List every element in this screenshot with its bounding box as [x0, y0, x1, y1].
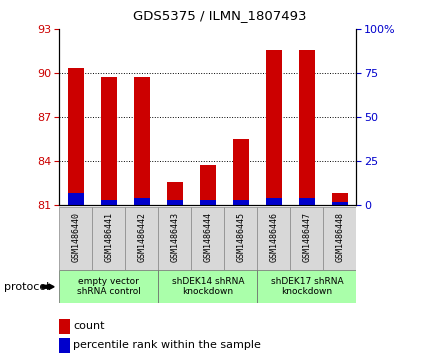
Text: GSM1486448: GSM1486448: [335, 212, 345, 262]
Text: protocol: protocol: [4, 282, 50, 292]
Bar: [200, 200, 216, 205]
Bar: [233, 139, 249, 205]
Bar: [134, 77, 150, 205]
Text: percentile rank within the sample: percentile rank within the sample: [73, 340, 261, 350]
Bar: [101, 200, 117, 205]
Text: count: count: [73, 321, 105, 331]
Text: empty vector
shRNA control: empty vector shRNA control: [77, 277, 141, 297]
Bar: [299, 198, 315, 205]
Text: GSM1486444: GSM1486444: [203, 212, 213, 262]
Bar: [92, 207, 125, 270]
Bar: [332, 193, 348, 205]
Bar: [191, 207, 224, 270]
Bar: [158, 207, 191, 270]
Text: GSM1486441: GSM1486441: [104, 212, 114, 262]
Bar: [266, 50, 282, 205]
Bar: [257, 207, 290, 270]
Bar: [290, 207, 323, 270]
Bar: [68, 68, 84, 205]
Bar: [224, 207, 257, 270]
Bar: [200, 166, 216, 205]
Text: GSM1486445: GSM1486445: [236, 212, 246, 262]
Text: shDEK14 shRNA
knockdown: shDEK14 shRNA knockdown: [172, 277, 244, 297]
Text: GSM1486447: GSM1486447: [302, 212, 312, 262]
Text: GSM1486442: GSM1486442: [137, 212, 147, 262]
Text: shDEK17 shRNA
knockdown: shDEK17 shRNA knockdown: [271, 277, 343, 297]
Text: GSM1486440: GSM1486440: [71, 212, 81, 262]
Bar: [59, 270, 158, 303]
Bar: [266, 198, 282, 205]
Bar: [68, 193, 84, 205]
Bar: [332, 201, 348, 205]
Text: GSM1486446: GSM1486446: [269, 212, 279, 262]
Bar: [167, 200, 183, 205]
Bar: [299, 50, 315, 205]
Bar: [158, 270, 257, 303]
Bar: [125, 207, 158, 270]
Text: GDS5375 / ILMN_1807493: GDS5375 / ILMN_1807493: [133, 9, 307, 22]
Bar: [59, 207, 92, 270]
Bar: [167, 182, 183, 205]
Bar: [257, 270, 356, 303]
Bar: [134, 198, 150, 205]
Bar: [101, 77, 117, 205]
Bar: [233, 200, 249, 205]
Bar: [323, 207, 356, 270]
Text: GSM1486443: GSM1486443: [170, 212, 180, 262]
